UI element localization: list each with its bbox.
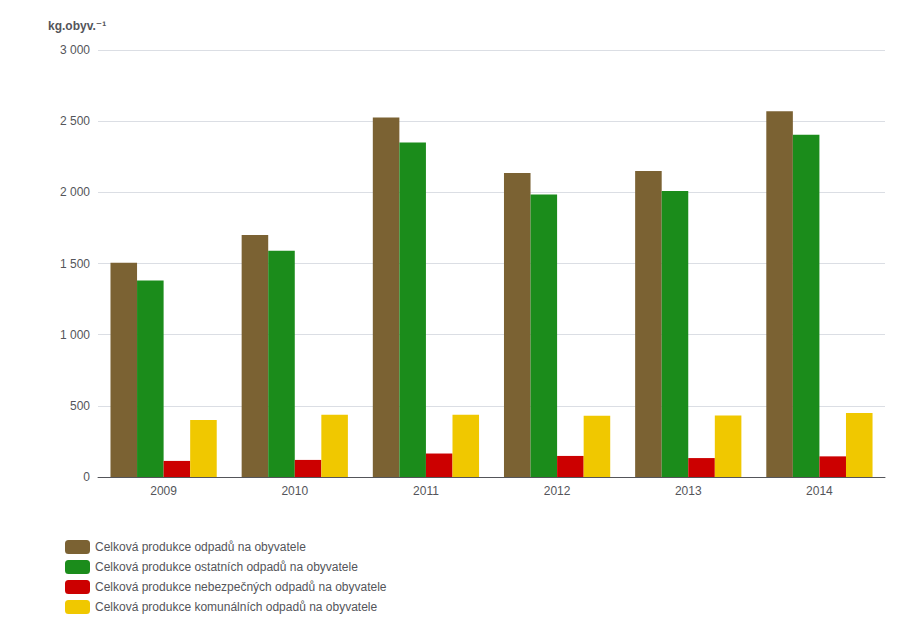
svg-text:0: 0: [83, 470, 90, 484]
svg-text:2010: 2010: [281, 484, 308, 498]
svg-text:1 000: 1 000: [60, 328, 90, 342]
svg-text:3 000: 3 000: [60, 43, 90, 57]
svg-text:1 500: 1 500: [60, 257, 90, 271]
svg-text:2 500: 2 500: [60, 114, 90, 128]
svg-text:kg.obyv.⁻¹: kg.obyv.⁻¹: [48, 19, 106, 33]
svg-text:500: 500: [70, 399, 90, 413]
svg-text:2 000: 2 000: [60, 185, 90, 199]
svg-text:2011: 2011: [413, 484, 439, 498]
svg-text:2012: 2012: [544, 484, 571, 498]
svg-text:2013: 2013: [675, 484, 702, 498]
svg-text:2009: 2009: [150, 484, 177, 498]
svg-text:Celková produkce komunálních o: Celková produkce komunálních odpadů na o…: [95, 600, 378, 614]
svg-text:Celková produkce odpadů na oby: Celková produkce odpadů na obyvatele: [95, 540, 306, 554]
svg-text:2014: 2014: [806, 484, 833, 498]
svg-text:Celková produkce ostatních odp: Celková produkce ostatních odpadů na oby…: [95, 560, 358, 574]
svg-text:Celková produkce nebezpečných: Celková produkce nebezpečných odpadů na …: [95, 580, 387, 594]
